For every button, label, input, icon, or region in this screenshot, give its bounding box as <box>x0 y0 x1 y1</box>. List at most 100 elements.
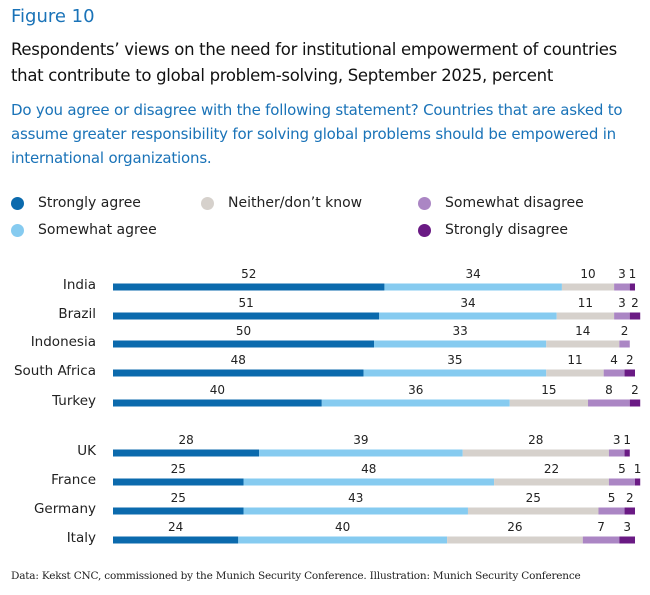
bar-segment-strongly-disagree <box>624 449 630 457</box>
bar-segment-somewhat-agree <box>243 507 468 515</box>
data-label: 1 <box>623 433 631 447</box>
legend-label: Somewhat agree <box>38 222 157 238</box>
category-label: India <box>63 277 96 293</box>
bar-segment-strongly-agree <box>113 312 380 320</box>
bar-segment-neither-don-t-know <box>462 449 609 457</box>
bar-row-uk: UK 28 39 28 3 1 <box>77 433 631 459</box>
legend-item-somewhat-agree: Somewhat agree <box>11 222 157 238</box>
data-label: 52 <box>241 267 256 281</box>
data-label: 28 <box>178 433 193 447</box>
category-label: Indonesia <box>31 334 96 350</box>
bar-row-turkey: Turkey 40 36 15 8 2 <box>51 383 641 409</box>
data-label: 48 <box>361 462 376 476</box>
legend-swatch-strongly-disagree <box>418 223 431 237</box>
legend-label: Neither/don’t know <box>228 195 363 211</box>
legend-swatch-strongly-agree <box>11 196 24 210</box>
bar-segment-somewhat-disagree <box>614 312 630 320</box>
bar-segment-strongly-agree <box>113 369 364 377</box>
legend-item-neither: Neither/don’t know <box>201 195 362 211</box>
data-label: 2 <box>631 296 639 310</box>
data-label: 28 <box>528 433 543 447</box>
figure-label: Figure 10 <box>11 6 95 27</box>
bar-segment-neither-don-t-know <box>556 312 615 320</box>
legend-label: Somewhat disagree <box>445 195 584 211</box>
bar-segment-strongly-disagree <box>635 478 641 486</box>
category-label: UK <box>77 443 97 459</box>
category-label: Germany <box>34 501 96 517</box>
bar-segment-somewhat-disagree <box>582 536 620 544</box>
bar-row-india: India 52 34 10 3 1 <box>63 267 636 293</box>
data-label: 3 <box>618 296 626 310</box>
bar-row-brazil: Brazil 51 34 11 3 2 <box>58 296 641 322</box>
bar-segment-somewhat-disagree <box>598 507 625 515</box>
data-label: 24 <box>168 520 183 534</box>
bar-segment-neither-don-t-know <box>494 478 609 486</box>
legend-label: Strongly disagree <box>445 222 568 238</box>
bar-segment-somewhat-agree <box>384 283 562 291</box>
legend-item-somewhat-disagree: Somewhat disagree <box>418 195 584 211</box>
data-label: 11 <box>567 353 582 367</box>
legend-swatch-somewhat-disagree <box>418 196 431 210</box>
chart-title: Respondents’ views on the need for insti… <box>11 40 617 85</box>
data-label: 4 <box>610 353 618 367</box>
data-label: 1 <box>634 462 642 476</box>
data-label: 40 <box>210 383 225 397</box>
bar-segment-somewhat-disagree <box>619 340 630 348</box>
bar-segment-neither-don-t-know <box>546 369 604 377</box>
bar-segment-somewhat-disagree <box>603 369 625 377</box>
bar-segment-strongly-agree <box>113 449 260 457</box>
data-label: 3 <box>618 267 626 281</box>
data-label: 36 <box>408 383 423 397</box>
bar-segment-neither-don-t-know <box>447 536 583 544</box>
bar-segment-somewhat-disagree <box>608 478 635 486</box>
bar-segment-strongly-agree <box>113 283 385 291</box>
bar-segment-somewhat-agree <box>379 312 557 320</box>
data-label: 25 <box>171 491 186 505</box>
bar-segment-strongly-agree <box>113 478 244 486</box>
data-label: 25 <box>526 491 541 505</box>
bar-segment-somewhat-agree <box>243 478 495 486</box>
bar-segment-neither-don-t-know <box>546 340 620 348</box>
category-label: South Africa <box>14 363 96 379</box>
bar-row-germany: Germany 25 43 25 5 2 <box>34 491 635 517</box>
bar-segment-strongly-disagree <box>629 283 635 291</box>
bar-segment-strongly-disagree <box>624 369 635 377</box>
bar-segment-strongly-agree <box>113 340 374 348</box>
bar-segment-strongly-disagree <box>624 507 635 515</box>
legend-swatch-neither <box>201 196 214 210</box>
data-label: 26 <box>507 520 522 534</box>
data-label: 5 <box>608 491 616 505</box>
data-label: 15 <box>541 383 556 397</box>
data-label: 3 <box>613 433 621 447</box>
bar-segment-somewhat-agree <box>363 369 547 377</box>
bar-segment-neither-don-t-know <box>467 507 599 515</box>
legend-item-strongly-agree: Strongly agree <box>11 195 141 211</box>
category-label: France <box>51 472 96 488</box>
bar-row-france: France 25 48 22 5 1 <box>51 462 641 488</box>
bar-segment-strongly-disagree <box>629 312 641 320</box>
category-label: Brazil <box>58 306 96 322</box>
bar-segment-strongly-disagree <box>629 399 641 407</box>
data-label: 25 <box>171 462 186 476</box>
data-label: 11 <box>578 296 593 310</box>
data-label: 50 <box>236 324 251 338</box>
legend-label: Strongly agree <box>38 195 141 211</box>
data-label: 5 <box>618 462 626 476</box>
bar-segment-strongly-disagree <box>619 536 635 544</box>
data-label: 34 <box>460 296 475 310</box>
data-label: 8 <box>605 383 613 397</box>
data-label: 10 <box>580 267 595 281</box>
category-label: Italy <box>67 530 96 546</box>
bar-segment-somewhat-disagree <box>588 399 630 407</box>
bar-segment-neither-don-t-know <box>509 399 589 407</box>
data-label: 48 <box>231 353 246 367</box>
data-label: 22 <box>544 462 559 476</box>
data-label: 2 <box>621 324 629 338</box>
bar-row-indonesia: Indonesia 50 33 14 2 <box>31 324 630 350</box>
data-label: 35 <box>447 353 462 367</box>
bar-segment-strongly-agree <box>113 536 239 544</box>
bar-row-south-africa: South Africa 48 35 11 4 2 <box>14 353 635 379</box>
legend-item-strongly-disagree: Strongly disagree <box>418 222 568 238</box>
bar-segment-somewhat-agree <box>374 340 547 348</box>
